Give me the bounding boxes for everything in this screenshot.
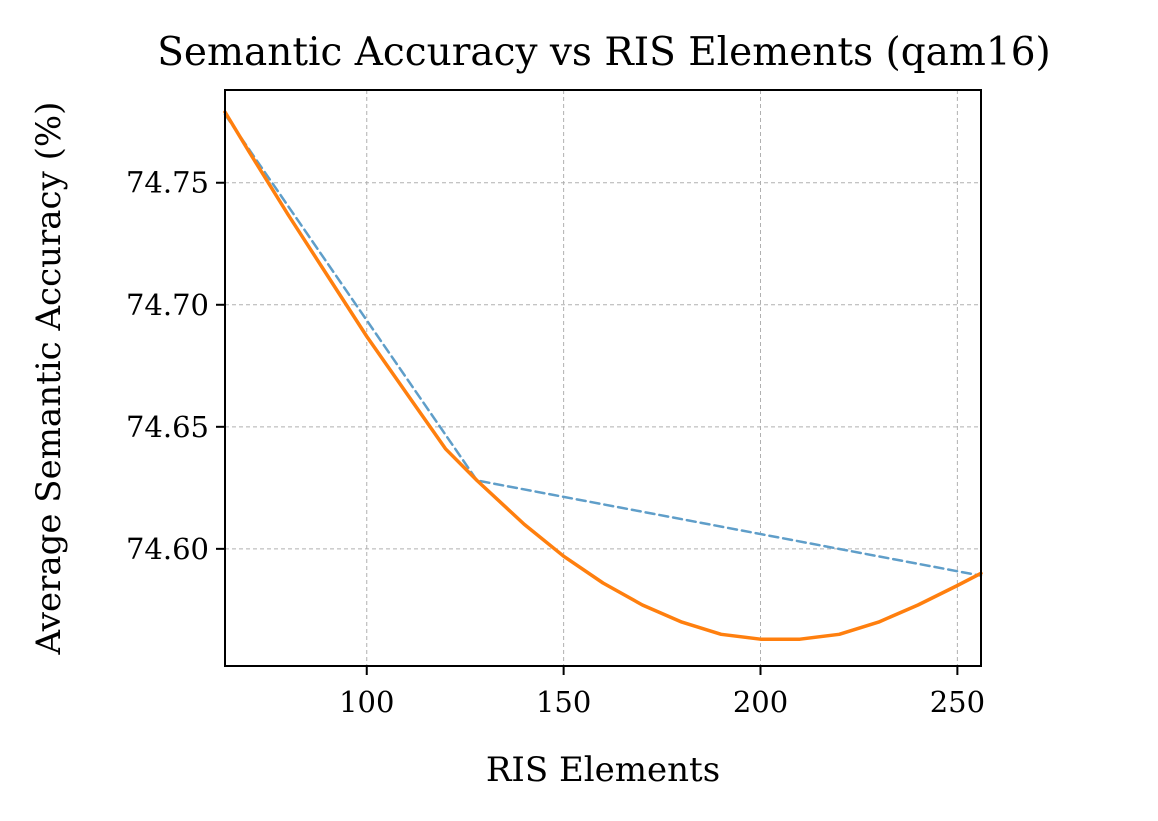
plot-frame — [224, 89, 982, 667]
x-tick-label: 200 — [733, 685, 788, 719]
series-line-dashed — [223, 113, 983, 577]
grid — [225, 90, 981, 666]
chart-title: Semantic Accuracy vs RIS Elements (qam16… — [157, 30, 1051, 75]
x-tick-label: 150 — [536, 685, 591, 719]
x-axis-label: RIS Elements — [486, 750, 720, 790]
y-axis-label: Average Semantic Accuracy (%) — [29, 102, 69, 656]
plot-lines — [223, 110, 983, 641]
y-tick-label: 74.65 — [126, 410, 209, 444]
y-tick-label: 74.60 — [126, 532, 209, 566]
x-axis: 100 150 200 250 — [339, 666, 985, 719]
x-tick-label: 250 — [930, 685, 985, 719]
y-tick-label: 74.75 — [126, 166, 209, 200]
series-line-solid — [223, 110, 983, 641]
y-axis: 74.60 74.65 74.70 74.75 — [126, 166, 225, 566]
x-tick-label: 100 — [339, 685, 394, 719]
y-tick-label: 74.70 — [126, 288, 209, 322]
